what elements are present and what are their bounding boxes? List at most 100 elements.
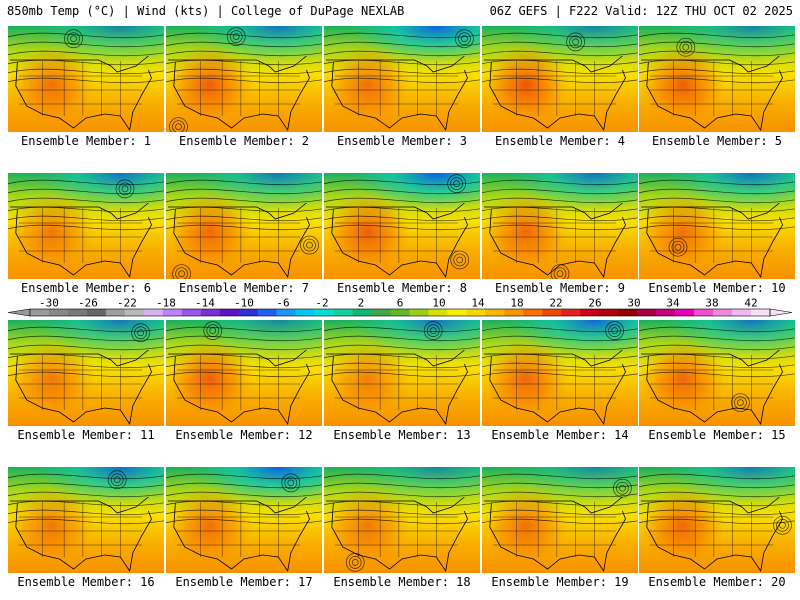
ensemble-member-label: Ensemble Member: 11	[17, 428, 155, 442]
colorbar-swatch	[428, 309, 448, 316]
ensemble-member-map	[639, 467, 795, 573]
colorbar-tick-label: 30	[627, 297, 640, 310]
colorbar-swatch	[48, 309, 69, 316]
ensemble-member-map	[8, 467, 164, 573]
colorbar-swatch	[675, 309, 695, 316]
colorbar-min-arrow	[7, 308, 31, 317]
colorbar-tick-label: -6	[276, 297, 289, 310]
ensemble-member-map	[639, 173, 795, 279]
temperature-colorbar: -30 -26 -22 -18 -14 -10 -6 -2 2 6 10 14 18 22 26 30 34 38…	[7, 297, 793, 317]
ensemble-member-map	[324, 467, 480, 573]
colorbar-swatch	[599, 309, 619, 316]
ensemble-member-label: Ensemble Member: 12	[175, 428, 313, 442]
ensemble-member-label: Ensemble Member: 19	[491, 575, 629, 589]
colorbar-tick-label: 22	[549, 297, 562, 310]
colorbar-swatch	[751, 309, 771, 316]
colorbar-swatch	[257, 309, 277, 316]
colorbar-swatch	[219, 309, 240, 316]
ensemble-member-label: Ensemble Member: 7	[178, 281, 310, 295]
colorbar-swatch	[561, 309, 581, 316]
colorbar-tick-label: -22	[117, 297, 137, 310]
ensemble-member-label: Ensemble Member: 18	[333, 575, 471, 589]
colorbar-swatch	[732, 309, 752, 316]
colorbar-swatch	[504, 309, 524, 316]
ensemble-member-label: Ensemble Member: 2	[178, 134, 310, 148]
colorbar-swatch	[485, 309, 505, 316]
colorbar-tick-label: -26	[78, 297, 98, 310]
ensemble-member-map	[166, 320, 322, 426]
ensemble-member-label: Ensemble Member: 17	[175, 575, 313, 589]
colorbar-swatch	[390, 309, 410, 316]
colorbar-tick-label: 42	[744, 297, 757, 310]
colorbar-swatch	[542, 309, 562, 316]
ensemble-member-label: Ensemble Member: 14	[491, 428, 629, 442]
colorbar-tick-label: -30	[39, 297, 59, 310]
colorbar-swatch	[238, 309, 258, 316]
ensemble-member-map	[8, 26, 164, 132]
colorbar-tick-label: 14	[471, 297, 485, 310]
colorbar-swatch	[371, 309, 391, 316]
colorbar-tick-label: 6	[397, 297, 404, 310]
model-run-info: 06Z GEFS | F222 Valid: 12Z THU OCT 02 20…	[489, 4, 793, 18]
colorbar-max-arrow	[769, 308, 793, 317]
ensemble-member-map	[639, 26, 795, 132]
map-title: 850mb Temp (°C) | Wind (kts) | College o…	[7, 4, 405, 18]
colorbar-swatch	[580, 309, 600, 316]
colorbar-swatch	[352, 309, 372, 316]
colorbar-swatch	[409, 309, 429, 316]
ensemble-member-label: Ensemble Member: 9	[494, 281, 626, 295]
ensemble-member-label: Ensemble Member: 8	[336, 281, 468, 295]
ensemble-member-map	[482, 467, 638, 573]
ensemble-member-label: Ensemble Member: 10	[648, 281, 786, 295]
ensemble-member-label: Ensemble Member: 5	[651, 134, 783, 148]
colorbar-tick-label: -10	[234, 297, 254, 310]
colorbar-swatch	[105, 309, 126, 316]
ensemble-member-map	[166, 467, 322, 573]
ensemble-member-map	[324, 26, 480, 132]
colorbar-swatch	[656, 309, 676, 316]
ensemble-member-map	[166, 173, 322, 279]
colorbar-tick-label: 10	[432, 297, 445, 310]
ensemble-member-label: Ensemble Member: 16	[17, 575, 155, 589]
ensemble-member-map	[324, 320, 480, 426]
colorbar-tick-label: 38	[705, 297, 718, 310]
ensemble-member-label: Ensemble Member: 4	[494, 134, 626, 148]
colorbar-swatch	[314, 309, 334, 316]
colorbar-tick-label: -14	[195, 297, 215, 310]
ensemble-member-label: Ensemble Member: 13	[333, 428, 471, 442]
colorbar-swatch	[618, 309, 638, 316]
ensemble-member-map	[482, 26, 638, 132]
colorbar-swatch	[276, 309, 296, 316]
colorbar-tick-label: -2	[315, 297, 328, 310]
ensemble-member-label: Ensemble Member: 3	[336, 134, 468, 148]
colorbar-swatch	[523, 309, 543, 316]
colorbar-swatch	[86, 309, 107, 316]
colorbar-tick-label: 2	[358, 297, 365, 310]
colorbar-swatch	[162, 309, 183, 316]
ensemble-member-map	[482, 320, 638, 426]
colorbar-swatch	[181, 309, 202, 316]
colorbar-swatch	[466, 309, 486, 316]
colorbar-tick-label: 26	[588, 297, 601, 310]
colorbar-swatch	[200, 309, 221, 316]
ensemble-member-map	[8, 320, 164, 426]
ensemble-member-map	[639, 320, 795, 426]
colorbar-swatch	[637, 309, 657, 316]
colorbar-swatch	[694, 309, 714, 316]
ensemble-member-map	[8, 173, 164, 279]
ensemble-member-map	[166, 26, 322, 132]
colorbar-swatch	[295, 309, 315, 316]
ensemble-member-label: Ensemble Member: 6	[20, 281, 152, 295]
ensemble-member-map	[482, 173, 638, 279]
colorbar-swatch	[67, 309, 88, 316]
ensemble-member-label: Ensemble Member: 1	[20, 134, 152, 148]
colorbar-swatch	[143, 309, 164, 316]
colorbar-swatch	[124, 309, 145, 316]
colorbar-swatch	[333, 309, 353, 316]
colorbar-swatch	[30, 309, 50, 316]
ensemble-member-label: Ensemble Member: 15	[648, 428, 786, 442]
colorbar-tick-label: 34	[666, 297, 680, 310]
colorbar-swatch	[447, 309, 467, 316]
colorbar-swatch	[713, 309, 733, 316]
colorbar-tick-label: 18	[510, 297, 523, 310]
